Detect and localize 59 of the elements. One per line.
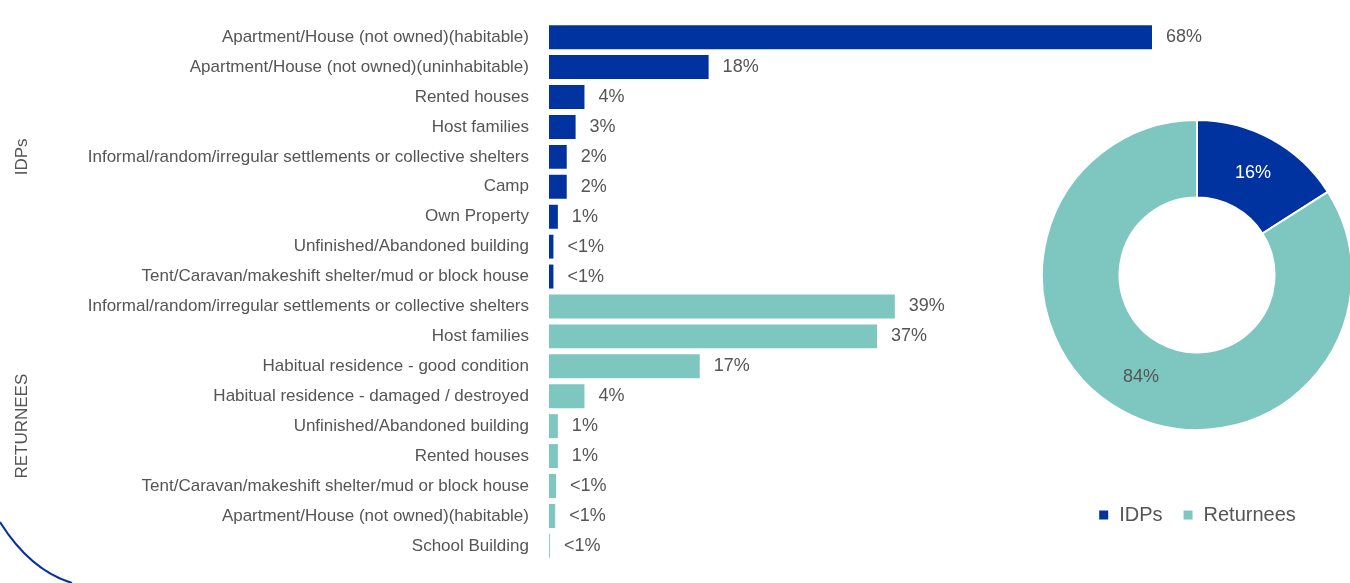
data-label: <1% [567, 265, 604, 286]
bar [549, 414, 558, 439]
y-tick-label: Rented houses [414, 445, 529, 465]
data-label: <1% [570, 474, 607, 495]
bar [549, 234, 554, 259]
y-tick-label: Host families [431, 116, 529, 136]
data-label: 4% [598, 385, 625, 406]
data-label: 16% [1234, 162, 1272, 183]
bar [549, 474, 557, 498]
y-tick-label: Unfinished/Abandoned building [293, 236, 529, 256]
bar [549, 503, 556, 528]
data-label: 18% [722, 56, 759, 77]
data-label: 2% [580, 145, 607, 166]
y-tick-label: Apartment/House (not owned)(habitable) [221, 26, 529, 46]
y-tick-label: Unfinished/Abandoned building [293, 415, 529, 435]
data-label: 1% [571, 445, 598, 466]
y-tick-label: Informal/random/irregular settlements or collective shelters [87, 296, 529, 316]
y-tick-label: Tent/Caravan/makeshift shelter/mud or block house [141, 266, 529, 286]
data-label: <1% [567, 235, 604, 256]
y-tick-label: Rented houses [414, 86, 529, 106]
data-label: <1% [563, 534, 601, 555]
y-tick-label: Host families [431, 326, 529, 346]
bar [549, 444, 558, 469]
data-label: 37% [891, 325, 928, 346]
data-label: 1% [571, 205, 598, 226]
text: RETURNEES [11, 373, 31, 479]
y-tick-label: Apartment/House (not owned)(habitable) [221, 505, 529, 525]
bar [549, 264, 554, 289]
data-label: 1% [571, 415, 598, 436]
bar [549, 25, 1152, 50]
bar [549, 354, 700, 379]
bar [549, 85, 585, 109]
bar [549, 294, 895, 319]
data-label: <1% [569, 504, 606, 525]
legend-label: IDPs [1119, 502, 1163, 525]
y-tick-label: Apartment/House (not owned)(uninhabitable) [189, 56, 529, 76]
data-label: 4% [598, 85, 625, 106]
data-label: 2% [580, 175, 607, 196]
y-tick-label: Informal/random/irregular settlements or collective shelters [87, 146, 529, 166]
text: IDPs [11, 138, 31, 176]
bar [549, 324, 878, 349]
data-label: 3% [589, 115, 616, 136]
y-tick-label: Habitual residence - good condition [262, 355, 529, 375]
y-tick-label: School Building [411, 535, 529, 555]
data-label: 17% [713, 355, 750, 376]
bar [549, 204, 558, 229]
data-label: 84% [1122, 365, 1160, 386]
bar [549, 55, 709, 80]
legend-label: Returnees [1203, 502, 1296, 525]
bar [549, 384, 585, 409]
data-label: 39% [908, 295, 945, 316]
y-tick-label: Habitual residence - damaged / destroyed [213, 385, 529, 405]
y-tick-label: Camp [483, 176, 529, 196]
bar [549, 114, 576, 139]
y-tick-label: Tent/Caravan/makeshift shelter/mud or block house [141, 475, 529, 495]
bar [549, 174, 567, 199]
y-tick-label: Own Property [425, 206, 530, 226]
bar [549, 144, 567, 169]
data-label: 68% [1166, 26, 1203, 47]
